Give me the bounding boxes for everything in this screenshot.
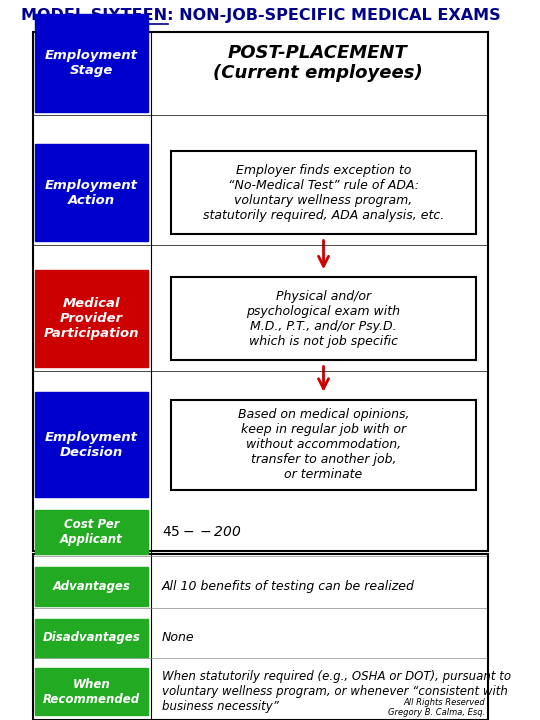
Bar xyxy=(35,668,148,715)
Text: Cost Per
Applicant: Cost Per Applicant xyxy=(60,518,123,546)
Bar xyxy=(33,554,488,720)
Bar xyxy=(171,277,476,360)
Bar xyxy=(35,510,148,554)
Text: Physical and/or
psychological exam with
M.D., P.T., and/or Psy.D.
which is not j: Physical and/or psychological exam with … xyxy=(247,289,401,348)
Bar xyxy=(35,14,148,112)
Bar xyxy=(35,619,148,657)
Text: $45 -- $200: $45 -- $200 xyxy=(161,525,241,539)
Text: Medical
Provider
Participation: Medical Provider Participation xyxy=(44,297,139,340)
Bar xyxy=(35,567,148,606)
Bar xyxy=(35,270,148,367)
Text: When statutorily required (e.g., OSHA or DOT), pursuant to
voluntary wellness pr: When statutorily required (e.g., OSHA or… xyxy=(161,670,511,713)
Bar xyxy=(171,151,476,234)
Bar xyxy=(35,144,148,241)
Bar xyxy=(33,32,488,551)
Text: Employment
Decision: Employment Decision xyxy=(45,431,138,459)
Text: Employment
Stage: Employment Stage xyxy=(45,49,138,77)
Bar xyxy=(171,400,476,490)
Bar xyxy=(35,392,148,497)
Text: All 10 benefits of testing can be realized: All 10 benefits of testing can be realiz… xyxy=(161,580,414,593)
Text: When
Recommended: When Recommended xyxy=(43,678,140,706)
Text: Disadvantages: Disadvantages xyxy=(43,631,140,644)
Text: MODEL SIXTEEN: NON-JOB-SPECIFIC MEDICAL EXAMS: MODEL SIXTEEN: NON-JOB-SPECIFIC MEDICAL … xyxy=(21,9,500,23)
Text: POST-PLACEMENT
(Current employees): POST-PLACEMENT (Current employees) xyxy=(213,44,423,82)
Text: All Rights Reserved
Gregory B. Calma, Esq.: All Rights Reserved Gregory B. Calma, Es… xyxy=(388,698,485,717)
Text: Advantages: Advantages xyxy=(52,580,130,593)
Text: Based on medical opinions,
keep in regular job with or
without accommodation,
tr: Based on medical opinions, keep in regul… xyxy=(238,408,409,481)
Text: Employment
Action: Employment Action xyxy=(45,179,138,207)
Text: None: None xyxy=(161,631,194,644)
Text: Employer finds exception to
“No-Medical Test” rule of ADA:
voluntary wellness pr: Employer finds exception to “No-Medical … xyxy=(203,163,444,222)
